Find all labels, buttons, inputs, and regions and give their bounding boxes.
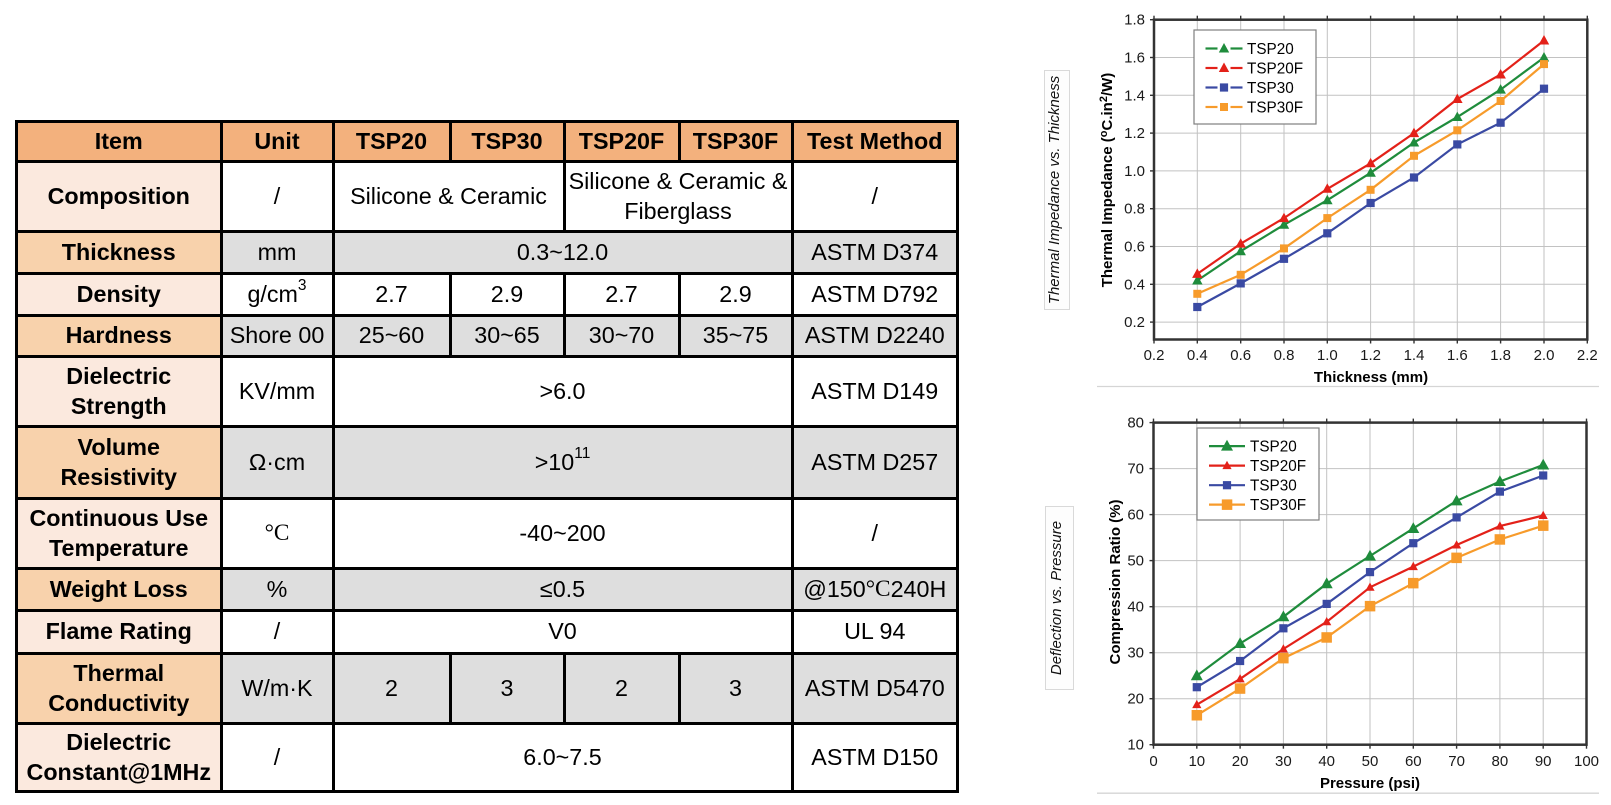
- svg-text:90: 90: [1535, 753, 1552, 770]
- svg-text:TSP20F: TSP20F: [1250, 458, 1306, 475]
- svg-text:TSP20: TSP20: [1250, 439, 1297, 456]
- svg-text:1.0: 1.0: [1124, 163, 1145, 180]
- svg-text:2.0: 2.0: [1534, 347, 1555, 364]
- svg-text:10: 10: [1127, 737, 1144, 754]
- svg-text:70: 70: [1127, 461, 1144, 478]
- svg-text:0.8: 0.8: [1124, 201, 1145, 218]
- svg-text:30: 30: [1127, 645, 1144, 662]
- svg-text:TSP30F: TSP30F: [1250, 497, 1306, 514]
- svg-text:1.8: 1.8: [1124, 12, 1145, 29]
- svg-text:20: 20: [1127, 691, 1144, 708]
- svg-text:100: 100: [1574, 753, 1599, 770]
- svg-text:TSP30F: TSP30F: [1247, 100, 1303, 117]
- svg-text:0.2: 0.2: [1124, 314, 1145, 331]
- svg-text:1.2: 1.2: [1360, 347, 1381, 364]
- svg-text:1.6: 1.6: [1124, 50, 1145, 67]
- svg-text:30: 30: [1275, 753, 1292, 770]
- svg-text:2.2: 2.2: [1577, 347, 1598, 364]
- svg-text:40: 40: [1127, 599, 1144, 616]
- svg-text:1.0: 1.0: [1317, 347, 1338, 364]
- svg-text:TSP20: TSP20: [1247, 41, 1294, 58]
- svg-text:1.4: 1.4: [1404, 347, 1425, 364]
- svg-text:50: 50: [1127, 553, 1144, 570]
- svg-text:10: 10: [1188, 753, 1205, 770]
- svg-text:TSP20F: TSP20F: [1247, 61, 1303, 78]
- svg-text:1.6: 1.6: [1447, 347, 1468, 364]
- svg-text:60: 60: [1127, 507, 1144, 524]
- svg-text:70: 70: [1448, 753, 1465, 770]
- svg-text:0.6: 0.6: [1230, 347, 1251, 364]
- svg-text:0.4: 0.4: [1187, 347, 1208, 364]
- svg-text:0: 0: [1149, 753, 1157, 770]
- svg-text:0.8: 0.8: [1274, 347, 1295, 364]
- svg-text:80: 80: [1127, 415, 1144, 432]
- svg-text:TSP30: TSP30: [1247, 80, 1294, 97]
- svg-text:1.2: 1.2: [1124, 125, 1145, 142]
- svg-text:Thickness (mm): Thickness (mm): [1314, 369, 1428, 386]
- svg-text:80: 80: [1492, 753, 1509, 770]
- svg-text:1.8: 1.8: [1490, 347, 1511, 364]
- svg-text:Pressure (psi): Pressure (psi): [1320, 775, 1420, 792]
- svg-text:0.6: 0.6: [1124, 239, 1145, 256]
- svg-text:TSP30: TSP30: [1250, 478, 1297, 495]
- svg-text:1.4: 1.4: [1124, 87, 1145, 104]
- svg-text:50: 50: [1362, 753, 1379, 770]
- svg-text:60: 60: [1405, 753, 1422, 770]
- svg-text:0.4: 0.4: [1124, 276, 1145, 293]
- svg-text:0.2: 0.2: [1144, 347, 1165, 364]
- svg-text:20: 20: [1232, 753, 1249, 770]
- svg-text:40: 40: [1318, 753, 1335, 770]
